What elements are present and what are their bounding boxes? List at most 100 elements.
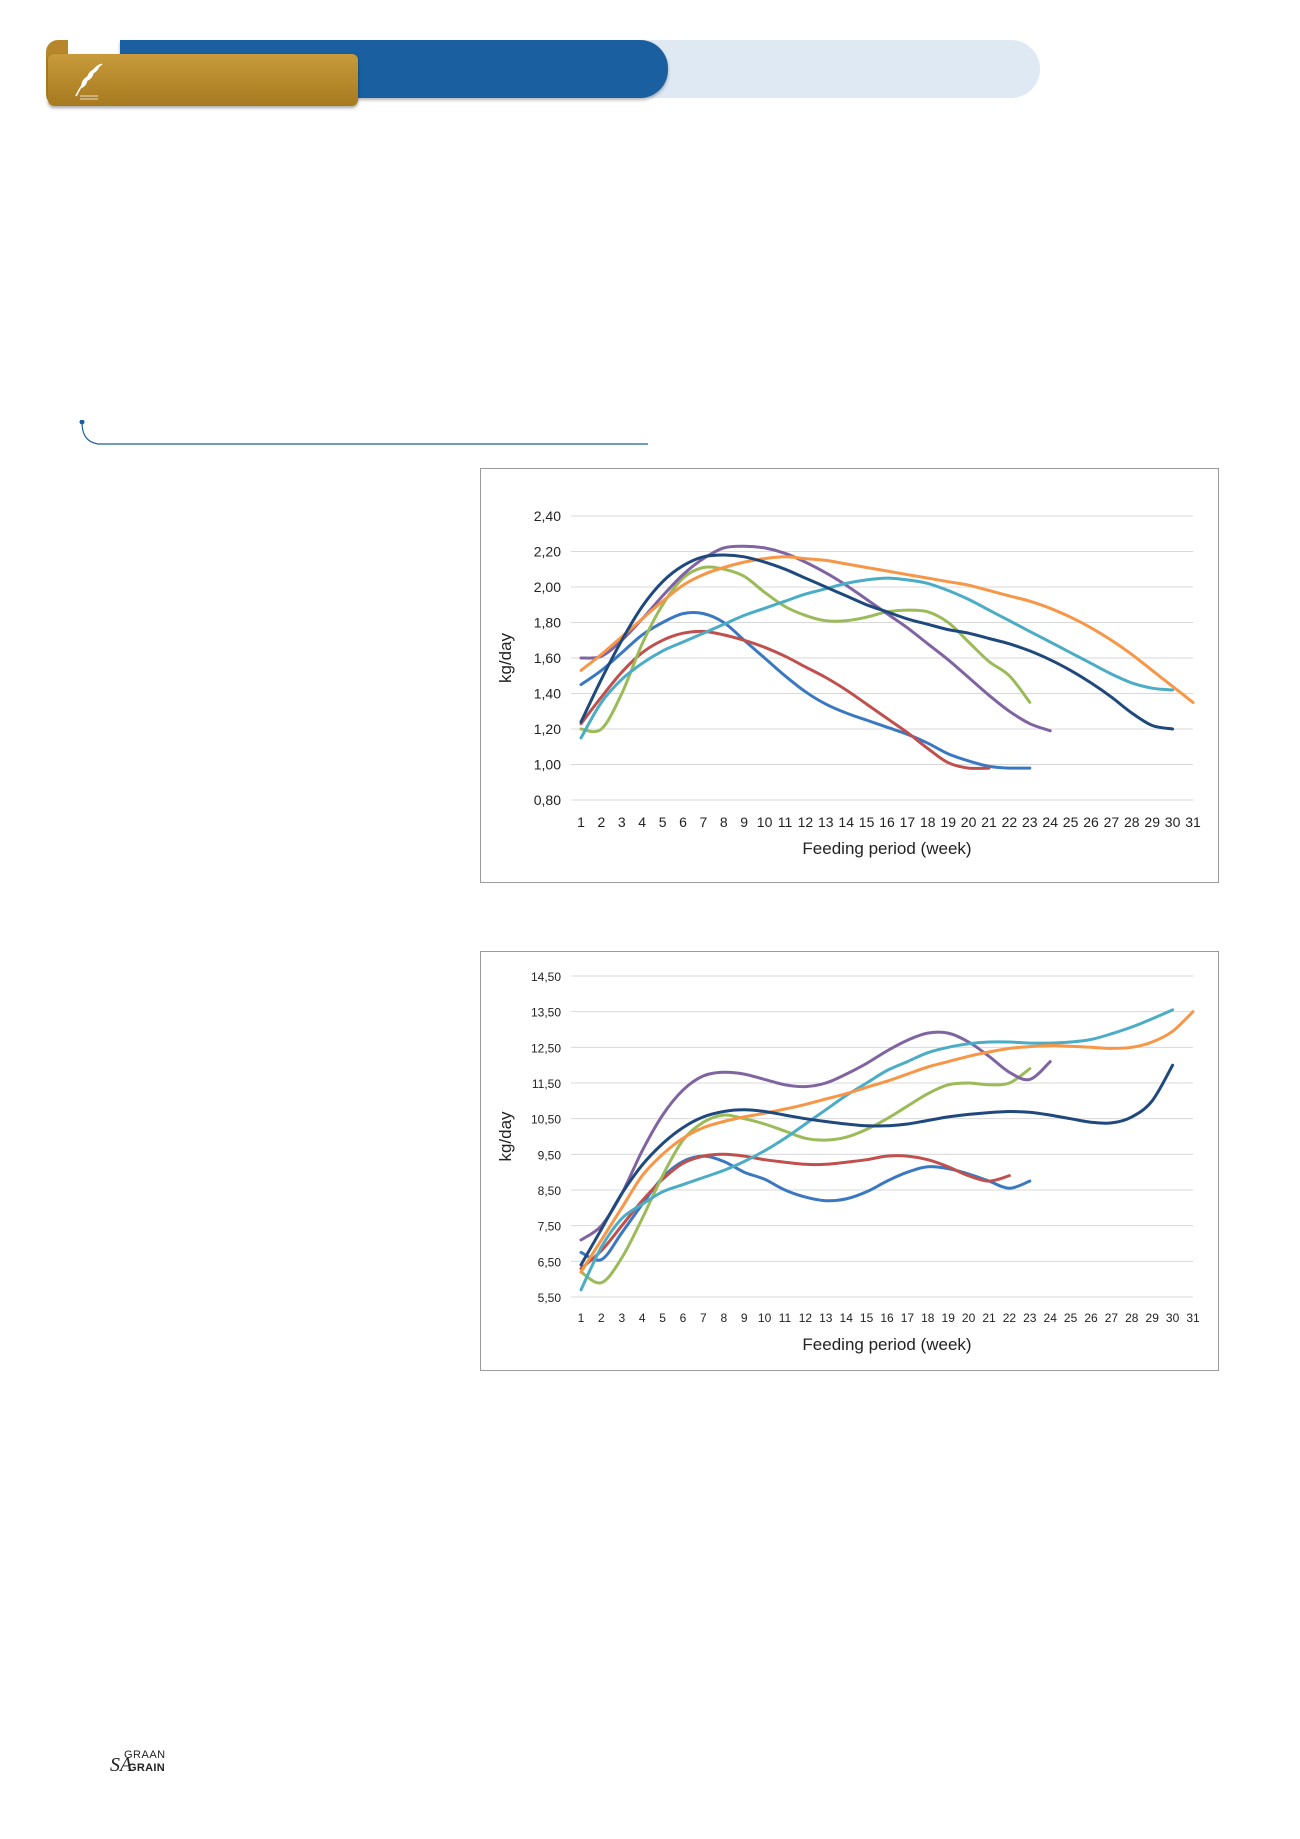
y-tick-label: 14,50 xyxy=(531,970,561,984)
y-tick-label: 1,80 xyxy=(534,615,561,631)
chart-daily-feed-intake: 0,80 1,00 1,20 1,40 1,60 1,80 2,00 2,20 2,40 1 2 3 4… xyxy=(480,468,1219,883)
x-tick-label: 23 xyxy=(1022,814,1038,830)
x-tick-label: 26 xyxy=(1083,814,1099,830)
chart-daily-weight-gain: 5,50 6,50 7,50 8,50 9,50 10,50 11,50 12,50 13,50… xyxy=(480,951,1219,1371)
x-tick-label: 28 xyxy=(1125,1311,1139,1325)
x-tick-label: 26 xyxy=(1084,1311,1098,1325)
series-line-5 xyxy=(579,1008,1175,1292)
x-tick-label: 17 xyxy=(901,1311,915,1325)
y-tick-label: 9,50 xyxy=(538,1148,562,1162)
x-tick-label: 20 xyxy=(961,814,977,830)
x-tick-label: 2 xyxy=(598,1311,605,1325)
x-tick-label: 9 xyxy=(741,1311,748,1325)
chart-2-svg: 5,50 6,50 7,50 8,50 9,50 10,50 11,50 12,50 13,50… xyxy=(496,970,1200,1354)
series-line-6 xyxy=(579,555,1195,704)
x-tick-label: 29 xyxy=(1144,814,1160,830)
x-tick-label: 30 xyxy=(1165,814,1181,830)
header-banner-gold xyxy=(48,54,358,106)
x-tick-label: 20 xyxy=(962,1311,976,1325)
series-line-2 xyxy=(579,629,991,770)
x-tick-label: 14 xyxy=(840,1311,854,1325)
x-axis-label: Feeding period (week) xyxy=(802,1335,971,1354)
series-line-5 xyxy=(579,576,1175,740)
x-tick-label: 1 xyxy=(578,1311,585,1325)
x-tick-label: 21 xyxy=(982,1311,996,1325)
series-line-2 xyxy=(579,1152,1011,1270)
x-tick-label: 6 xyxy=(680,1311,687,1325)
section-divider xyxy=(79,420,648,445)
y-tick-label: 0,80 xyxy=(534,792,561,808)
series-line-7 xyxy=(579,1063,1175,1267)
y-axis-label: kg/day xyxy=(496,632,515,683)
x-tick-label: 16 xyxy=(879,814,895,830)
x-tick-label: 16 xyxy=(880,1311,894,1325)
wheat-ear-icon xyxy=(75,63,103,100)
x-tick-label: 15 xyxy=(860,1311,874,1325)
x-tick-label: 22 xyxy=(1003,1311,1017,1325)
x-tick-label: 13 xyxy=(818,814,834,830)
x-tick-label: 22 xyxy=(1002,814,1018,830)
x-tick-label: 31 xyxy=(1186,1311,1200,1325)
x-tick-label: 4 xyxy=(639,1311,646,1325)
y-tick-label: 2,00 xyxy=(534,579,561,595)
y-tick-label: 13,50 xyxy=(531,1006,561,1020)
series-line-3 xyxy=(579,1067,1032,1285)
footer-logo-graan: GRAAN xyxy=(124,1749,166,1761)
x-tick-label: 12 xyxy=(798,814,814,830)
y-tick-label: 7,50 xyxy=(538,1220,562,1234)
x-tick-label: 24 xyxy=(1042,814,1058,830)
x-tick-label: 18 xyxy=(920,814,936,830)
x-tick-label: 4 xyxy=(638,814,646,830)
series-line-3 xyxy=(579,565,1032,734)
x-tick-label: 30 xyxy=(1166,1311,1180,1325)
series-line-4 xyxy=(579,1030,1052,1242)
x-tick-label: 24 xyxy=(1044,1311,1058,1325)
y-tick-label: 5,50 xyxy=(538,1291,562,1305)
x-tick-label: 10 xyxy=(757,814,773,830)
x-tick-label: 28 xyxy=(1124,814,1140,830)
x-tick-label: 19 xyxy=(940,814,956,830)
series-line-1 xyxy=(579,610,1032,770)
x-tick-label: 14 xyxy=(838,814,854,830)
x-tick-label: 27 xyxy=(1105,1311,1119,1325)
y-tick-label: 6,50 xyxy=(538,1255,562,1269)
x-tick-label: 21 xyxy=(981,814,997,830)
x-tick-label: 25 xyxy=(1063,814,1079,830)
y-tick-label: 2,40 xyxy=(534,508,561,524)
y-tick-label: 2,20 xyxy=(534,544,561,560)
y-tick-label: 8,50 xyxy=(538,1184,562,1198)
x-tick-label: 3 xyxy=(618,1311,625,1325)
x-tick-label: 6 xyxy=(679,814,687,830)
x-tick-label: 8 xyxy=(720,814,728,830)
x-tick-label: 2 xyxy=(598,814,606,830)
x-tick-label: 15 xyxy=(859,814,875,830)
x-tick-label: 27 xyxy=(1104,814,1120,830)
x-tick-label: 13 xyxy=(819,1311,833,1325)
y-tick-label: 1,20 xyxy=(534,721,561,737)
x-tick-label: 9 xyxy=(740,814,748,830)
y-tick-label: 1,40 xyxy=(534,686,561,702)
footer-logo-sa: SA xyxy=(110,1754,133,1776)
x-tick-label: 5 xyxy=(659,814,667,830)
series-line-7 xyxy=(579,553,1175,731)
x-tick-label: 29 xyxy=(1146,1311,1160,1325)
x-tick-label: 17 xyxy=(900,814,916,830)
footer-logo-grain: GRAIN xyxy=(128,1762,165,1774)
y-axis-label: kg/day xyxy=(496,1111,515,1162)
series-line-6 xyxy=(579,1010,1195,1274)
chart-1-svg: 0,801,001,201,401,601,802,002,202,401 2 3 4… xyxy=(496,508,1201,858)
y-tick-label: 1,60 xyxy=(534,650,561,666)
y-tick-label: 11,50 xyxy=(532,1077,561,1091)
x-tick-label: 5 xyxy=(659,1311,666,1325)
x-tick-label: 12 xyxy=(799,1311,813,1325)
x-tick-label: 11 xyxy=(778,814,793,830)
x-axis-label: Feeding period (week) xyxy=(802,839,971,858)
y-tick-label: 1,00 xyxy=(534,757,561,773)
x-tick-label: 31 xyxy=(1185,814,1201,830)
x-tick-label: 8 xyxy=(720,1311,727,1325)
x-tick-label: 7 xyxy=(700,814,708,830)
x-tick-label: 3 xyxy=(618,814,626,830)
x-tick-label: 10 xyxy=(758,1311,772,1325)
x-tick-label: 1 xyxy=(577,814,585,830)
x-tick-label: 23 xyxy=(1023,1311,1037,1325)
